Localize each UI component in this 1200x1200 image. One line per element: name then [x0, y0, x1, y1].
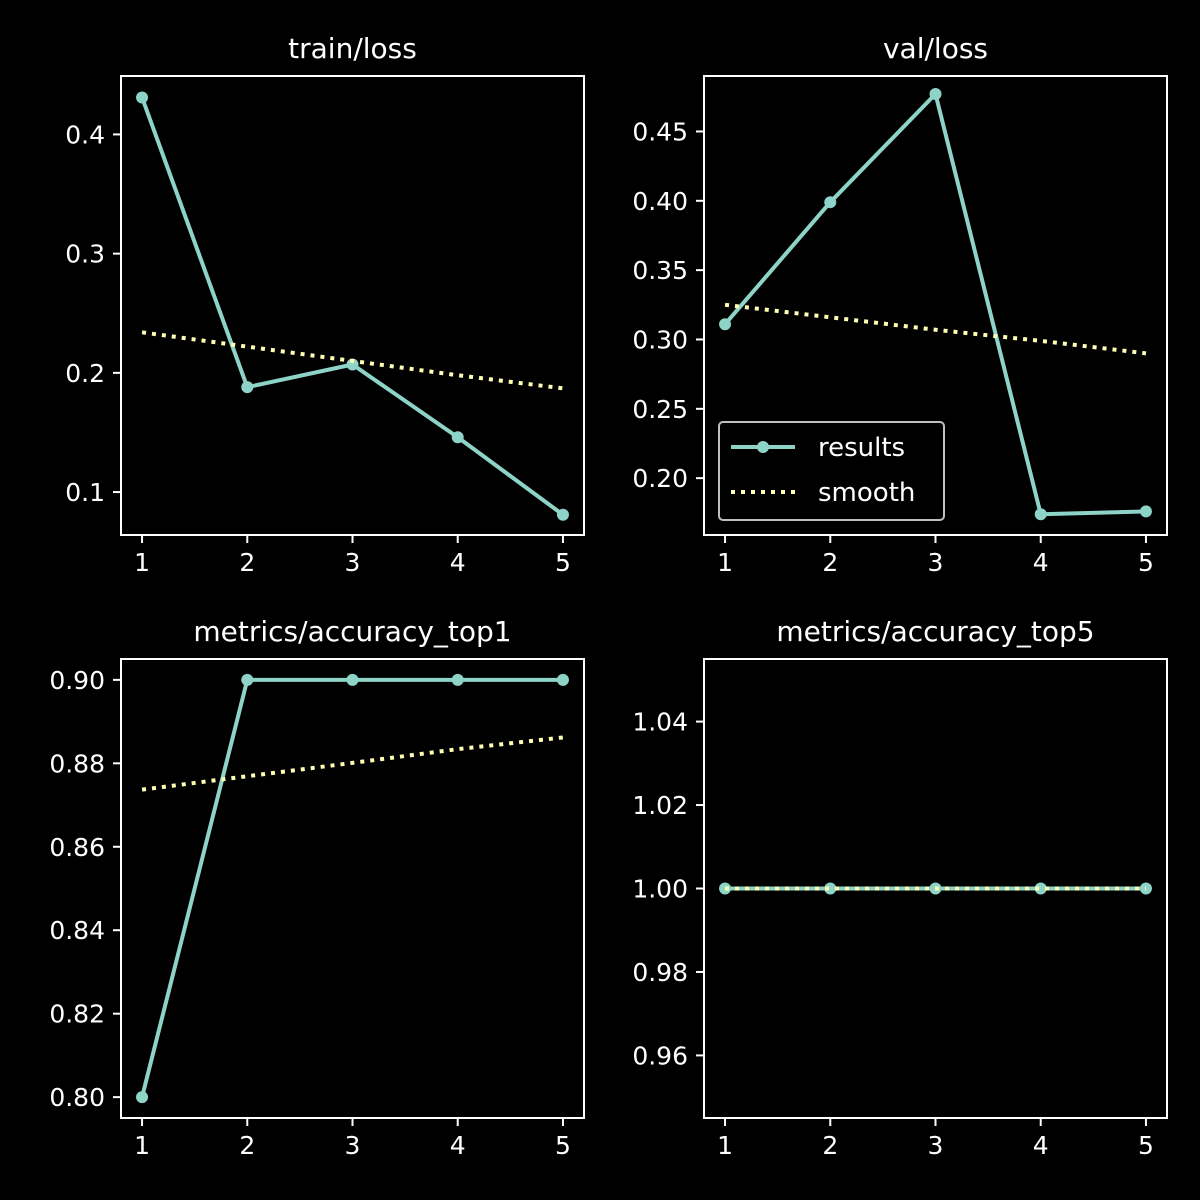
legend-results-marker [757, 441, 769, 453]
subplot-title: val/loss [883, 32, 988, 65]
results-point [556, 508, 569, 521]
y-tick-label: 0.1 [65, 478, 105, 507]
x-tick-label: 4 [450, 548, 466, 577]
x-tick-label: 3 [928, 548, 944, 577]
subplot-title: metrics/accuracy_top1 [193, 615, 511, 648]
results-point [451, 673, 464, 686]
y-tick-label: 0.3 [65, 240, 105, 269]
x-tick-label: 1 [717, 1131, 733, 1160]
results-point [719, 318, 732, 331]
y-tick-label: 1.02 [632, 791, 688, 820]
y-tick-label: 0.40 [632, 187, 688, 216]
y-tick-label: 0.96 [632, 1041, 688, 1070]
y-tick-label: 0.25 [632, 395, 688, 424]
y-tick-label: 0.80 [49, 1083, 105, 1112]
subplot-3: metrics/accuracy_top1 1 2 3 4 5 0.80 0.82 0.84 0.… [49, 615, 585, 1160]
x-tick-label: 5 [1138, 1131, 1154, 1160]
x-tick-label: 2 [239, 548, 255, 577]
subplot-title: metrics/accuracy_top5 [776, 615, 1094, 648]
y-tick-label: 0.2 [65, 359, 105, 388]
y-tick-label: 0.45 [632, 117, 688, 146]
y-tick-label: 0.30 [632, 325, 688, 354]
plot-frame [120, 75, 585, 536]
results-point [1034, 508, 1047, 521]
results-point [824, 196, 837, 209]
y-tick-label: 0.82 [49, 1000, 105, 1029]
x-tick-label: 1 [717, 548, 733, 577]
y-tick-label: 0.84 [49, 916, 105, 945]
results-point [346, 673, 359, 686]
x-tick-label: 2 [822, 548, 838, 577]
legend-label-results: results [818, 433, 905, 463]
y-tick-label: 0.4 [65, 120, 105, 149]
y-tick-label: 0.35 [632, 256, 688, 285]
results-point [824, 882, 837, 895]
results-point [929, 88, 942, 101]
x-tick-label: 1 [134, 548, 150, 577]
results-point [1034, 882, 1047, 895]
legend: results smooth [718, 421, 945, 521]
smooth-line [724, 302, 1147, 356]
subplot-title: train/loss [288, 32, 417, 65]
results-point [346, 358, 359, 371]
x-tick-label: 5 [555, 548, 571, 577]
x-tick-label: 4 [1033, 548, 1049, 577]
results-point [241, 381, 254, 394]
subplot-4: metrics/accuracy_top5 1 2 3 4 5 0.96 0.98 1.00 1.… [632, 615, 1168, 1160]
plot-frame [120, 658, 585, 1119]
y-tick-label: 0.90 [49, 666, 105, 695]
x-tick-label: 1 [134, 1131, 150, 1160]
legend-label-smooth: smooth [818, 478, 915, 508]
subplot-2: val/loss 1 2 3 4 5 0.20 0.25 0.30 0.35 0.40 0.45 res… [632, 32, 1168, 577]
subplot-1: train/loss 1 2 3 4 5 0.1 0.2 0.3 0.4 [65, 32, 585, 577]
x-tick-label: 5 [1138, 548, 1154, 577]
y-tick-label: 1.04 [632, 708, 688, 737]
y-tick-label: 1.00 [632, 875, 688, 904]
y-tick-label: 0.20 [632, 464, 688, 493]
smooth-line [141, 330, 564, 391]
results-point [556, 673, 569, 686]
x-tick-label: 3 [345, 1131, 361, 1160]
x-tick-label: 2 [239, 1131, 255, 1160]
smooth-line [141, 735, 564, 792]
results-point [136, 91, 149, 104]
results-point [241, 673, 254, 686]
x-tick-label: 3 [345, 548, 361, 577]
y-tick-label: 0.88 [49, 749, 105, 778]
y-tick-label: 0.86 [49, 833, 105, 862]
results-point [451, 431, 464, 444]
y-tick-label: 0.98 [632, 958, 688, 987]
results-point [1139, 505, 1152, 518]
x-tick-label: 5 [555, 1131, 571, 1160]
x-tick-label: 4 [1033, 1131, 1049, 1160]
results-point [136, 1091, 149, 1104]
x-tick-label: 3 [928, 1131, 944, 1160]
x-tick-label: 4 [450, 1131, 466, 1160]
x-tick-label: 2 [822, 1131, 838, 1160]
